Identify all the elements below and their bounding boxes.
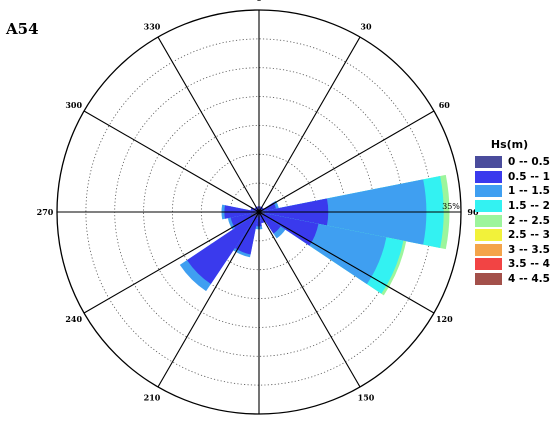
legend-label: 3.5 -- 4 <box>508 258 550 271</box>
direction-label: 270 <box>37 207 54 217</box>
legend-entry: 4 -- 4.5 <box>475 272 550 287</box>
legend-swatch <box>475 229 502 242</box>
direction-spoke <box>157 36 260 213</box>
direction-label: 120 <box>436 314 453 324</box>
legend-entry: 3 -- 3.5 <box>475 243 550 258</box>
wind-rose-sectors <box>179 174 450 296</box>
wind-rose-sector <box>259 212 281 234</box>
legend-label: 2 -- 2.5 <box>508 214 550 227</box>
panel-label: A54 <box>6 20 39 38</box>
legend-entry: 0.5 -- 1 <box>475 170 550 185</box>
legend-swatch <box>475 243 502 256</box>
legend-label: 1 -- 1.5 <box>508 185 550 198</box>
direction-label: 150 <box>358 392 375 402</box>
radial-max-label: 35% <box>442 202 460 211</box>
legend-label: 0 -- 0.5 <box>508 156 550 169</box>
direction-spoke <box>83 211 260 314</box>
direction-label: 90 <box>467 207 479 217</box>
legend-label: 2.5 -- 3 <box>508 229 550 242</box>
direction-spoke <box>258 211 361 388</box>
direction-label: 0 <box>256 0 262 3</box>
direction-label: 210 <box>144 392 161 402</box>
legend-label: 3 -- 3.5 <box>508 243 550 256</box>
direction-spokes <box>57 10 461 414</box>
legend-entry: 3.5 -- 4 <box>475 257 550 272</box>
legend-title: Hs(m) <box>490 138 529 151</box>
direction-spoke <box>258 110 435 213</box>
legend-entry: 1 -- 1.5 <box>475 184 550 199</box>
direction-label: 240 <box>65 314 82 324</box>
direction-label: 30 <box>360 22 372 32</box>
wind-rose-sector <box>187 212 259 284</box>
direction-spoke <box>83 110 260 213</box>
legend-swatch <box>475 258 502 271</box>
legend-entry: 0 -- 0.5 <box>475 155 550 170</box>
legend-label: 0.5 -- 1 <box>508 170 550 183</box>
legend-swatch <box>475 273 502 286</box>
direction-spoke <box>157 211 260 388</box>
legend-label: 1.5 -- 2 <box>508 200 550 213</box>
direction-spoke <box>258 36 361 213</box>
legend-swatch <box>475 200 502 213</box>
direction-label: 330 <box>144 22 161 32</box>
legend-swatch <box>475 170 502 183</box>
legend-swatch <box>475 185 502 198</box>
legend-swatch <box>475 214 502 227</box>
direction-label: 300 <box>65 100 82 110</box>
direction-spoke <box>258 211 435 314</box>
direction-label: 180 <box>251 421 268 423</box>
direction-label: 60 <box>439 100 451 110</box>
legend-swatch <box>475 156 502 169</box>
legend-entry: 2 -- 2.5 <box>475 213 550 228</box>
legend-entry: 1.5 -- 2 <box>475 199 550 214</box>
direction-labels: 0 30 60 90 120 150 180 210 240 270 300 330 35% <box>37 0 479 423</box>
legend-entry: 2.5 -- 3 <box>475 228 550 243</box>
legend-label: 4 -- 4.5 <box>508 273 550 286</box>
